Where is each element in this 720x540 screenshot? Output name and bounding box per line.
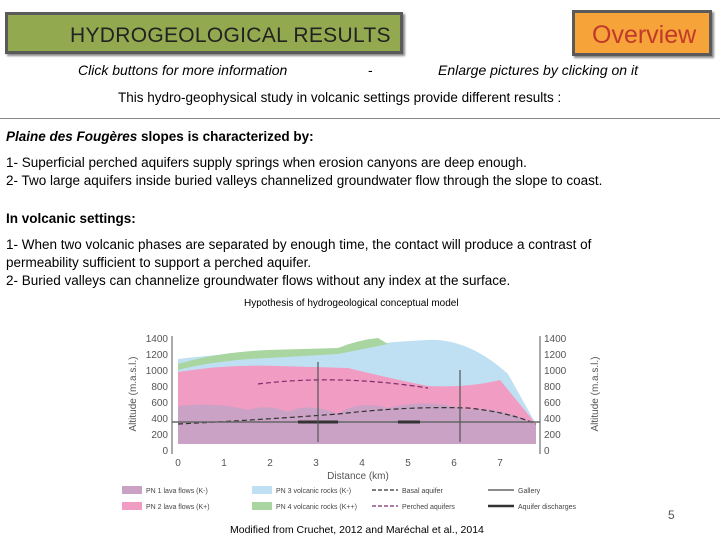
section2-title: In volcanic settings: [6,211,136,226]
legend-label-pn3: PN 3 volcanic rocks (K-) [276,488,351,495]
x-tick: 1 [221,458,227,469]
y-tick: 0 [162,446,168,457]
y-tick: 1000 [544,366,567,377]
y-tick: 200 [544,430,561,441]
legend-label-pn1: PN 1 lava flows (K-) [146,488,208,495]
legend-label-perched: Perched aquifers [402,504,455,511]
section2-line1a: 1- When two volcanic phases are separate… [6,237,592,252]
legend-swatch-pn2 [122,502,142,510]
pn1-layer [178,403,536,444]
legend-swatch-pn3 [252,486,272,494]
conceptual-model-figure[interactable]: 1400 1200 1000 800 600 400 200 0 1400 12… [108,314,620,526]
y-tick: 0 [544,446,550,457]
legend-label-discharge: Aquifer discharges [518,504,576,511]
enlarge-pictures-hint: Enlarge pictures by clicking on it [438,62,638,78]
click-buttons-hint: Click buttons for more information [78,62,288,78]
y-tick: 800 [151,382,168,393]
section1-line1: 1- Superficial perched aquifers supply s… [6,155,527,170]
y-tick: 400 [544,414,561,425]
overview-button-label: Overview [592,21,697,49]
legend-label-pn2: PN 2 lava flows (K+) [146,504,210,511]
x-axis-title: Distance (km) [327,471,389,482]
pn4-layer [178,338,388,370]
x-tick: 0 [175,458,181,469]
hint-separator: - [368,62,373,78]
y-tick: 1200 [146,350,169,361]
x-ticks: 0 1 2 3 4 5 6 7 [175,458,503,469]
legend-label-gallery: Gallery [518,488,541,495]
y-tick: 1000 [146,366,169,377]
legend-swatch-pn1 [122,486,142,494]
figure-caption: Hypothesis of hydrogeological conceptual… [244,298,459,309]
x-tick: 7 [497,458,503,469]
legend-label-pn4: PN 4 volcanic rocks (K++) [276,504,357,511]
legend-swatch-pn4 [252,502,272,510]
y-tick: 1400 [146,334,169,345]
y-tick: 200 [151,430,168,441]
y-tick: 600 [544,398,561,409]
divider [0,118,720,119]
intro-text: This hydro-geophysical study in volcanic… [118,90,562,105]
section1-title-rest: slopes is characterized by: [137,129,314,144]
x-tick: 5 [405,458,411,469]
x-tick: 4 [359,458,365,469]
y-tick: 1200 [544,350,567,361]
y-tick: 600 [151,398,168,409]
page-title: HYDROGEOLOGICAL RESULTS [70,24,391,47]
right-y-ticks: 1400 1200 1000 800 600 400 200 0 [544,334,567,457]
y-tick: 400 [151,414,168,425]
section1-title: Plaine des Fougères slopes is characteri… [6,128,314,146]
y-tick: 800 [544,382,561,393]
title-banner: HYDROGEOLOGICAL RESULTS [5,12,403,54]
y-tick: 1400 [544,334,567,345]
x-tick: 6 [451,458,457,469]
legend-label-basal: Basal aquifer [402,488,444,495]
section2-line2: 2- Buried valleys can channelize groundw… [6,273,511,288]
x-tick: 3 [313,458,319,469]
figure-credit: Modified from Cruchet, 2012 and Maréchal… [230,524,484,536]
page-number: 5 [668,508,675,522]
section1-line2: 2- Two large aquifers inside buried vall… [6,173,603,188]
x-tick: 2 [267,458,273,469]
section1-title-place: Plaine des Fougères [6,129,138,144]
section2-line1b: permeability sufficient to support a per… [6,255,312,270]
y-axis-title-right: Altitude (m.a.s.l.) [590,356,601,431]
overview-button[interactable]: Overview [572,10,712,56]
left-y-ticks: 1400 1200 1000 800 600 400 200 0 [146,334,169,457]
y-axis-title-left: Altitude (m.a.s.l.) [128,356,139,431]
perched-aquifer-line [257,379,429,389]
legend: PN 1 lava flows (K-) PN 2 lava flows (K+… [122,486,576,511]
